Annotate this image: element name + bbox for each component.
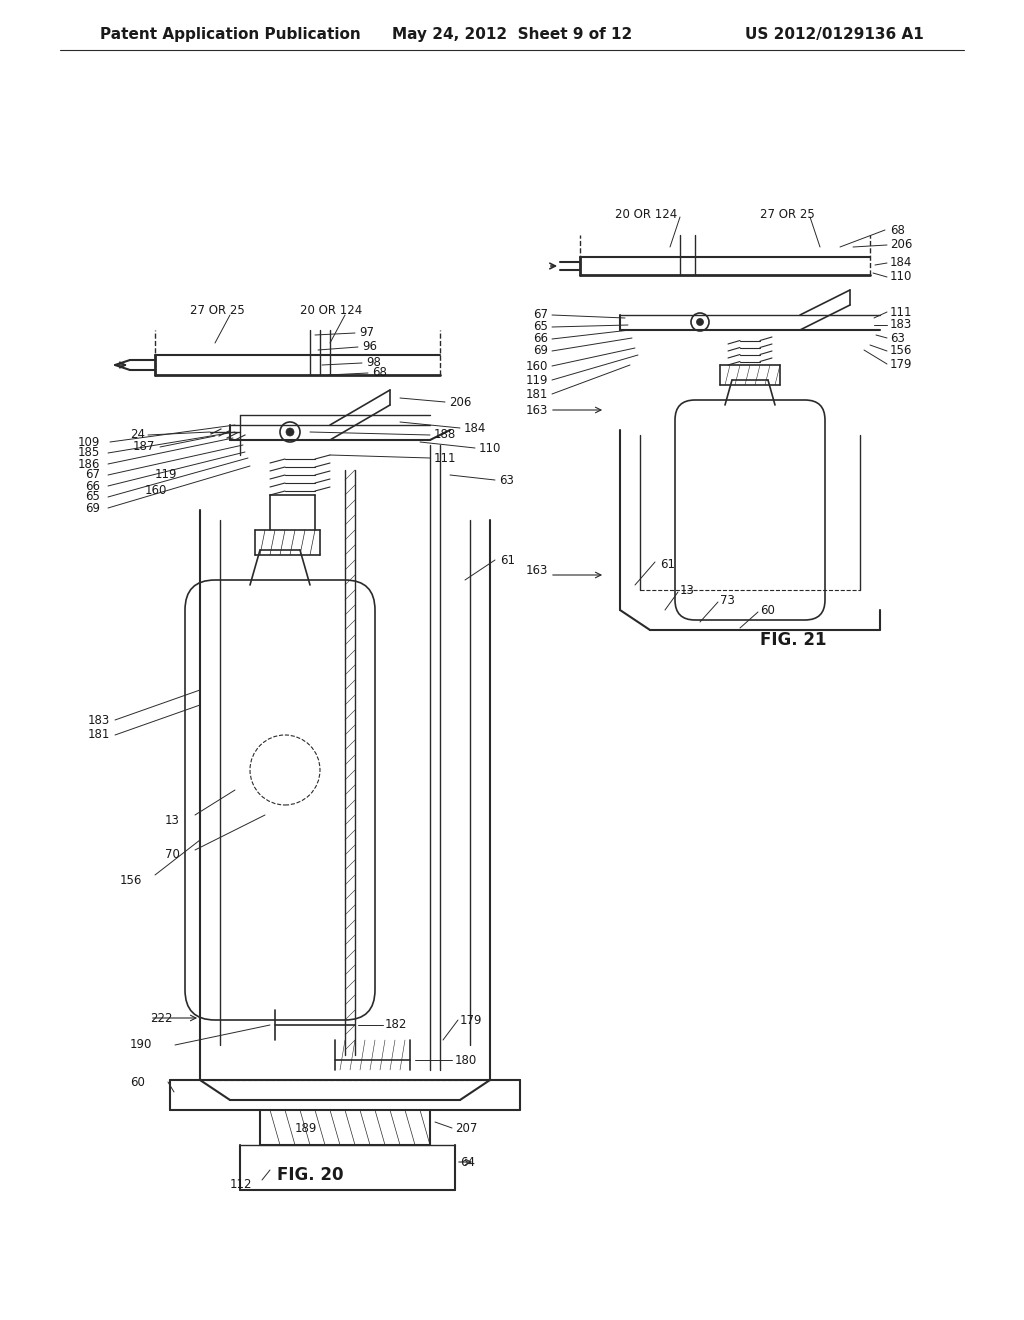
Text: 61: 61 bbox=[500, 553, 515, 566]
Text: 156: 156 bbox=[120, 874, 142, 887]
Text: 182: 182 bbox=[385, 1019, 408, 1031]
Text: Patent Application Publication: Patent Application Publication bbox=[100, 28, 360, 42]
Text: 66: 66 bbox=[534, 333, 548, 346]
Text: 27 OR 25: 27 OR 25 bbox=[760, 209, 815, 222]
Text: 111: 111 bbox=[890, 305, 912, 318]
Text: 67: 67 bbox=[85, 469, 100, 482]
Text: 97: 97 bbox=[359, 326, 374, 339]
Text: 119: 119 bbox=[155, 469, 177, 482]
Text: 188: 188 bbox=[434, 429, 457, 441]
Text: 207: 207 bbox=[455, 1122, 477, 1134]
Text: 96: 96 bbox=[362, 341, 377, 354]
Text: 185: 185 bbox=[78, 446, 100, 459]
Text: 27 OR 25: 27 OR 25 bbox=[190, 304, 245, 317]
Text: 110: 110 bbox=[890, 271, 912, 284]
Text: 68: 68 bbox=[372, 367, 387, 380]
Text: 163: 163 bbox=[525, 564, 548, 577]
Text: 112: 112 bbox=[230, 1179, 253, 1192]
Text: 13: 13 bbox=[165, 813, 180, 826]
Text: 109: 109 bbox=[78, 436, 100, 449]
Text: 20 OR 124: 20 OR 124 bbox=[300, 304, 362, 317]
Text: 183: 183 bbox=[890, 318, 912, 331]
Text: 186: 186 bbox=[78, 458, 100, 470]
Text: 206: 206 bbox=[449, 396, 471, 408]
Text: 70: 70 bbox=[165, 849, 180, 862]
Text: 60: 60 bbox=[760, 603, 775, 616]
Text: 61: 61 bbox=[660, 558, 675, 572]
Text: 73: 73 bbox=[720, 594, 735, 606]
Text: 163: 163 bbox=[525, 404, 548, 417]
Text: 181: 181 bbox=[525, 388, 548, 400]
Text: 111: 111 bbox=[434, 451, 457, 465]
Text: 183: 183 bbox=[88, 714, 110, 726]
Text: US 2012/0129136 A1: US 2012/0129136 A1 bbox=[745, 28, 924, 42]
Text: 181: 181 bbox=[88, 729, 110, 742]
Text: FIG. 21: FIG. 21 bbox=[760, 631, 826, 649]
Text: 110: 110 bbox=[479, 441, 502, 454]
Text: 98: 98 bbox=[366, 356, 381, 370]
Text: 13: 13 bbox=[680, 583, 695, 597]
Text: 119: 119 bbox=[525, 374, 548, 387]
Text: 184: 184 bbox=[890, 256, 912, 269]
Text: 60: 60 bbox=[130, 1076, 144, 1089]
Text: 20 OR 124: 20 OR 124 bbox=[615, 209, 677, 222]
Text: 160: 160 bbox=[145, 483, 167, 496]
Text: 180: 180 bbox=[455, 1053, 477, 1067]
Text: May 24, 2012  Sheet 9 of 12: May 24, 2012 Sheet 9 of 12 bbox=[392, 28, 632, 42]
Text: 66: 66 bbox=[85, 479, 100, 492]
Text: 65: 65 bbox=[85, 491, 100, 503]
Text: 184: 184 bbox=[464, 421, 486, 434]
Text: 63: 63 bbox=[499, 474, 514, 487]
Text: 65: 65 bbox=[534, 321, 548, 334]
Text: 160: 160 bbox=[525, 359, 548, 372]
Text: 24: 24 bbox=[130, 429, 145, 441]
Text: 69: 69 bbox=[85, 502, 100, 515]
Circle shape bbox=[696, 318, 703, 326]
Text: 206: 206 bbox=[890, 239, 912, 252]
Text: 156: 156 bbox=[890, 345, 912, 358]
Text: 179: 179 bbox=[890, 358, 912, 371]
Text: 67: 67 bbox=[534, 309, 548, 322]
Text: 64: 64 bbox=[460, 1155, 475, 1168]
Text: 63: 63 bbox=[890, 331, 905, 345]
Text: 68: 68 bbox=[890, 223, 905, 236]
Text: 179: 179 bbox=[460, 1014, 482, 1027]
Text: 189: 189 bbox=[295, 1122, 317, 1134]
Circle shape bbox=[286, 428, 294, 436]
Text: 222: 222 bbox=[150, 1011, 172, 1024]
Text: 187: 187 bbox=[133, 441, 155, 454]
Text: 69: 69 bbox=[534, 345, 548, 358]
Text: 190: 190 bbox=[130, 1039, 153, 1052]
Text: FIG. 20: FIG. 20 bbox=[276, 1166, 343, 1184]
